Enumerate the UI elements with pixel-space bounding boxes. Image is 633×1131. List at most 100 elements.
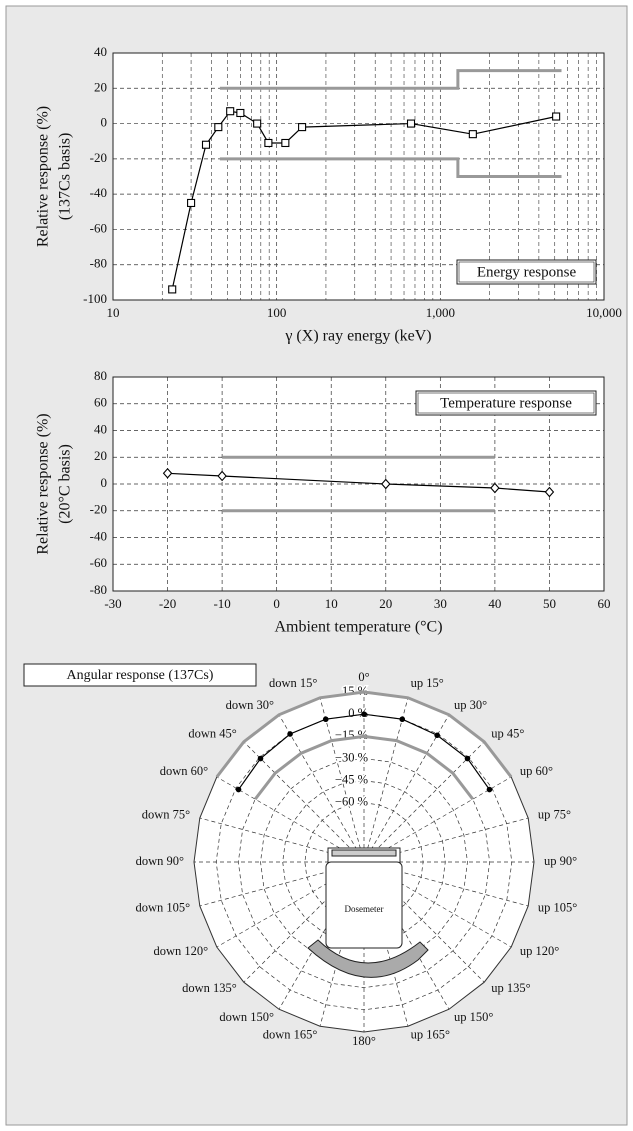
spoke [363,741,485,863]
marker [281,138,290,148]
title-box [23,663,257,687]
spoke [363,714,450,863]
device-label: Dosemeter [345,904,384,914]
plot-frame [112,376,605,592]
y-tick-label: 40 [94,44,107,59]
y-tick-label: 20 [94,448,107,463]
x-tick-label: 100 [267,305,287,320]
annotation: Energy response [477,264,577,280]
limit-line [219,69,562,90]
marker [490,482,500,494]
angle-label: down 90° [136,854,184,868]
y-axis-label: Relative response (%) [35,106,52,247]
y-tick-label: -60 [90,555,107,570]
y-tick-label: -100 [83,291,107,306]
angle-label: up 30° [454,698,487,712]
y-tick-label: -80 [90,582,107,597]
y-axis-label: (20°C basis) [57,444,74,524]
limit-line [219,157,562,178]
y-tick-label: -60 [90,220,107,235]
marker [287,731,293,737]
angle-label: down 15° [269,676,317,690]
x-axis-label: γ (X) ray energy (keV) [284,328,431,345]
marker [253,119,262,128]
plot-frame [112,52,605,301]
marker [226,107,235,116]
angle-label: 180° [352,1034,376,1048]
marker [298,123,307,132]
ring [237,735,491,989]
marker [201,140,211,149]
marker [381,478,391,490]
angle-label: down 150° [219,1010,274,1024]
marker [257,755,264,762]
limit-line [253,734,475,801]
rotation-arrow [307,939,429,978]
angle-label: 0° [358,670,369,684]
limit-line [215,690,513,778]
angle-label: up 150° [454,1010,493,1024]
marker [168,285,177,294]
y-tick-label: -40 [90,528,107,543]
r-tick-label: −30 % [335,750,368,764]
marker [552,112,561,121]
marker [361,711,367,717]
angle-label: up 90° [544,854,577,868]
angle-label: up 45° [491,727,524,741]
marker [236,108,245,118]
r-tick-label: −45 % [335,773,368,787]
marker [217,470,227,482]
x-tick-label: 10 [325,596,338,611]
x-tick-label: 60 [598,596,611,611]
angle-label: down 75° [142,807,190,821]
spoke [278,714,365,863]
angle-label: down 105° [135,900,190,914]
x-axis-label: Ambient temperature (°C) [274,619,442,636]
angle-label: up 135° [491,981,530,995]
polar-title: Angular response (137Cs) [67,668,214,683]
x-tick-label: 40 [488,596,501,611]
x-tick-label: 30 [434,596,447,611]
marker [322,716,329,723]
y-axis-label: (137Cs basis) [57,133,74,221]
x-tick-label: 10 [107,305,120,320]
annotation-box [456,259,597,285]
spoke [319,697,365,863]
annotation: Temperature response [440,395,572,411]
marker [214,123,223,132]
marker [486,786,493,793]
annotation-box-inner [458,261,595,283]
r-tick-label: −60 % [335,795,368,809]
spoke [363,697,409,863]
marker [235,786,242,793]
device-clip [331,849,397,857]
angle-label: up 75° [538,807,571,821]
y-tick-label: -40 [90,185,107,200]
angle-label: up 60° [520,764,553,778]
angle-label: up 120° [520,944,559,958]
angle-label: down 30° [226,698,274,712]
x-tick-label: 0 [273,596,280,611]
x-tick-label: 1,000 [426,305,455,320]
x-tick-label: 20 [379,596,392,611]
y-tick-label: -20 [90,150,107,165]
x-tick-label: 50 [543,596,556,611]
marker [162,467,173,479]
y-tick-label: -20 [90,502,107,517]
marker [434,732,440,739]
x-tick-label: -30 [104,596,121,611]
y-tick-label: 0 [101,475,108,490]
x-tick-label: 10,000 [586,305,622,320]
y-tick-label: 20 [94,79,107,94]
y-tick-label: 40 [94,421,107,436]
angle-label: down 135° [182,981,237,995]
y-tick-label: -80 [90,256,107,271]
y-tick-label: 60 [94,395,107,410]
ring [215,713,513,1011]
x-tick-label: -20 [159,596,176,611]
angle-label: up 15° [411,676,444,690]
annotation-box [415,390,597,416]
x-tick-label: -10 [213,596,230,611]
angle-label: down 45° [188,727,236,741]
